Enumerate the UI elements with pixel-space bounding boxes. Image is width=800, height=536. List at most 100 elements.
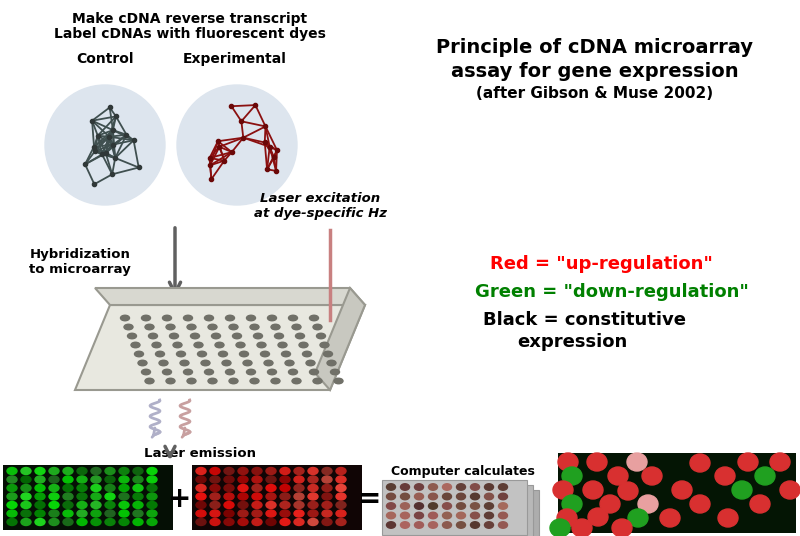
- Ellipse shape: [292, 324, 301, 330]
- Ellipse shape: [398, 503, 407, 510]
- Ellipse shape: [124, 324, 133, 330]
- Text: Control: Control: [76, 52, 134, 66]
- Ellipse shape: [294, 510, 304, 517]
- Ellipse shape: [271, 324, 280, 330]
- Ellipse shape: [322, 485, 332, 492]
- Ellipse shape: [63, 476, 73, 483]
- Ellipse shape: [224, 510, 234, 517]
- Ellipse shape: [421, 489, 430, 495]
- Ellipse shape: [224, 493, 234, 500]
- Ellipse shape: [462, 527, 471, 533]
- Ellipse shape: [498, 522, 507, 528]
- Ellipse shape: [308, 485, 318, 492]
- Ellipse shape: [7, 518, 17, 525]
- Ellipse shape: [497, 522, 506, 528]
- Ellipse shape: [105, 485, 115, 492]
- Ellipse shape: [119, 485, 129, 492]
- Ellipse shape: [252, 502, 262, 509]
- Ellipse shape: [497, 503, 506, 510]
- Ellipse shape: [421, 508, 430, 514]
- Ellipse shape: [77, 485, 87, 492]
- Ellipse shape: [119, 502, 129, 509]
- Ellipse shape: [732, 481, 752, 499]
- Ellipse shape: [323, 351, 333, 357]
- Ellipse shape: [187, 378, 196, 384]
- Ellipse shape: [755, 467, 775, 485]
- FancyBboxPatch shape: [388, 485, 533, 536]
- Ellipse shape: [91, 467, 101, 474]
- Ellipse shape: [35, 510, 45, 517]
- Text: Black = constitutive: Black = constitutive: [483, 311, 686, 329]
- Ellipse shape: [429, 522, 438, 528]
- Ellipse shape: [660, 509, 680, 527]
- Ellipse shape: [313, 324, 322, 330]
- Ellipse shape: [442, 493, 451, 500]
- Ellipse shape: [308, 510, 318, 517]
- FancyBboxPatch shape: [382, 480, 527, 535]
- Ellipse shape: [142, 369, 150, 375]
- Ellipse shape: [294, 493, 304, 500]
- Ellipse shape: [133, 510, 143, 517]
- Ellipse shape: [477, 527, 486, 533]
- Ellipse shape: [91, 510, 101, 517]
- Ellipse shape: [264, 360, 273, 366]
- Ellipse shape: [210, 493, 220, 500]
- Ellipse shape: [196, 518, 206, 525]
- Ellipse shape: [490, 527, 499, 533]
- Ellipse shape: [238, 476, 248, 483]
- Ellipse shape: [413, 503, 422, 510]
- Ellipse shape: [210, 502, 220, 509]
- Ellipse shape: [149, 333, 158, 339]
- Ellipse shape: [505, 508, 514, 514]
- Ellipse shape: [252, 518, 262, 525]
- Ellipse shape: [63, 493, 73, 500]
- Ellipse shape: [442, 484, 451, 490]
- Ellipse shape: [77, 518, 87, 525]
- Ellipse shape: [497, 494, 506, 500]
- Ellipse shape: [510, 513, 519, 519]
- Ellipse shape: [77, 493, 87, 500]
- Ellipse shape: [510, 532, 519, 536]
- Ellipse shape: [289, 315, 298, 321]
- Ellipse shape: [238, 518, 248, 525]
- Polygon shape: [315, 288, 365, 390]
- Ellipse shape: [294, 518, 304, 525]
- Text: Experimental: Experimental: [183, 52, 287, 66]
- Ellipse shape: [224, 518, 234, 525]
- Ellipse shape: [505, 489, 514, 495]
- Ellipse shape: [49, 467, 59, 474]
- Ellipse shape: [105, 476, 115, 483]
- Ellipse shape: [310, 315, 318, 321]
- Ellipse shape: [266, 493, 276, 500]
- Ellipse shape: [490, 508, 499, 514]
- Ellipse shape: [91, 502, 101, 509]
- Ellipse shape: [77, 510, 87, 517]
- Ellipse shape: [254, 333, 262, 339]
- Ellipse shape: [336, 485, 346, 492]
- Ellipse shape: [336, 493, 346, 500]
- Ellipse shape: [434, 508, 443, 514]
- Ellipse shape: [426, 513, 435, 519]
- Ellipse shape: [131, 343, 140, 348]
- Ellipse shape: [470, 493, 479, 500]
- Ellipse shape: [457, 484, 466, 490]
- Ellipse shape: [224, 467, 234, 474]
- Ellipse shape: [280, 476, 290, 483]
- Ellipse shape: [553, 481, 573, 499]
- Ellipse shape: [187, 324, 196, 330]
- Ellipse shape: [295, 333, 305, 339]
- Ellipse shape: [147, 510, 157, 517]
- Ellipse shape: [246, 315, 255, 321]
- Ellipse shape: [401, 484, 410, 490]
- Ellipse shape: [266, 476, 276, 483]
- Ellipse shape: [173, 343, 182, 348]
- Ellipse shape: [49, 502, 59, 509]
- Text: Hybridization
to microarray: Hybridization to microarray: [29, 248, 131, 276]
- Ellipse shape: [393, 489, 402, 495]
- Ellipse shape: [322, 518, 332, 525]
- Ellipse shape: [434, 498, 443, 505]
- Ellipse shape: [413, 522, 422, 528]
- Ellipse shape: [133, 518, 143, 525]
- Ellipse shape: [441, 494, 450, 500]
- Ellipse shape: [441, 532, 450, 536]
